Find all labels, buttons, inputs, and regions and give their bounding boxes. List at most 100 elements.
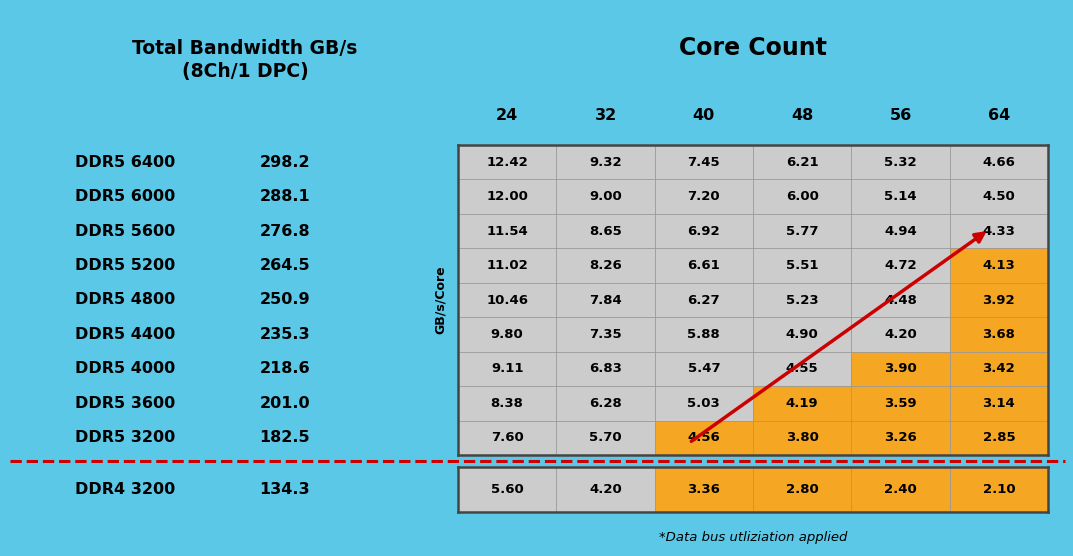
Text: 4.90: 4.90 — [785, 328, 819, 341]
Text: 4.33: 4.33 — [983, 225, 1015, 237]
Bar — [950, 420, 1048, 455]
Text: 9.32: 9.32 — [589, 156, 622, 168]
Text: 5.14: 5.14 — [884, 190, 916, 203]
Text: 8.65: 8.65 — [589, 225, 622, 237]
Text: 9.11: 9.11 — [491, 363, 524, 375]
Text: 4.19: 4.19 — [785, 397, 819, 410]
Text: 12.42: 12.42 — [486, 156, 528, 168]
Text: 3.80: 3.80 — [785, 431, 819, 444]
Text: 3.59: 3.59 — [884, 397, 916, 410]
Bar — [950, 467, 1048, 512]
Text: 3.26: 3.26 — [884, 431, 916, 444]
Text: DDR5 4400: DDR5 4400 — [75, 327, 175, 342]
Text: 3.14: 3.14 — [983, 397, 1015, 410]
Text: 7.60: 7.60 — [490, 431, 524, 444]
Text: DDR5 4000: DDR5 4000 — [75, 361, 175, 376]
Bar — [753, 386, 851, 420]
Text: 4.56: 4.56 — [688, 431, 720, 444]
Text: 4.20: 4.20 — [884, 328, 916, 341]
Bar — [655, 467, 753, 512]
Text: 6.00: 6.00 — [785, 190, 819, 203]
Text: 6.21: 6.21 — [785, 156, 819, 168]
Bar — [851, 351, 950, 386]
Text: 134.3: 134.3 — [260, 482, 310, 497]
Text: 3.90: 3.90 — [884, 363, 916, 375]
Text: 8.38: 8.38 — [490, 397, 524, 410]
Text: 235.3: 235.3 — [260, 327, 310, 342]
Text: 32: 32 — [594, 107, 617, 122]
Text: 182.5: 182.5 — [260, 430, 310, 445]
Text: 5.47: 5.47 — [688, 363, 720, 375]
Text: DDR5 3600: DDR5 3600 — [75, 396, 175, 411]
Text: 6.28: 6.28 — [589, 397, 622, 410]
Text: DDR5 6400: DDR5 6400 — [75, 155, 175, 170]
Text: 218.6: 218.6 — [260, 361, 310, 376]
Text: Core Count: Core Count — [679, 36, 827, 60]
Text: 250.9: 250.9 — [260, 292, 310, 307]
Bar — [655, 420, 753, 455]
Text: 3.92: 3.92 — [983, 294, 1015, 306]
Text: 4.48: 4.48 — [884, 294, 917, 306]
Text: 6.61: 6.61 — [688, 259, 720, 272]
Text: *Data bus utliziation applied: *Data bus utliziation applied — [659, 532, 848, 544]
Text: 5.03: 5.03 — [688, 397, 720, 410]
Text: 298.2: 298.2 — [260, 155, 310, 170]
Text: 5.60: 5.60 — [490, 483, 524, 496]
Text: 5.88: 5.88 — [688, 328, 720, 341]
Bar — [950, 386, 1048, 420]
Text: 7.35: 7.35 — [589, 328, 622, 341]
Text: 6.83: 6.83 — [589, 363, 622, 375]
Text: DDR5 5200: DDR5 5200 — [75, 258, 175, 273]
Text: 2.85: 2.85 — [983, 431, 1015, 444]
Bar — [851, 467, 950, 512]
Text: DDR4 3200: DDR4 3200 — [75, 482, 175, 497]
Text: 64: 64 — [988, 107, 1010, 122]
Text: 48: 48 — [791, 107, 813, 122]
Text: 8.26: 8.26 — [589, 259, 622, 272]
Text: DDR5 6000: DDR5 6000 — [75, 189, 175, 204]
Text: 3.36: 3.36 — [688, 483, 720, 496]
Text: DDR5 4800: DDR5 4800 — [75, 292, 175, 307]
Bar — [753, 467, 851, 512]
Text: 4.72: 4.72 — [884, 259, 916, 272]
Text: 4.55: 4.55 — [785, 363, 819, 375]
Text: 9.80: 9.80 — [490, 328, 524, 341]
Bar — [753, 420, 851, 455]
Text: 288.1: 288.1 — [260, 189, 310, 204]
Text: 3.68: 3.68 — [983, 328, 1015, 341]
Text: 2.40: 2.40 — [884, 483, 916, 496]
Bar — [950, 317, 1048, 351]
Text: 56: 56 — [890, 107, 912, 122]
Text: 12.00: 12.00 — [486, 190, 528, 203]
Text: GB/s/Core: GB/s/Core — [433, 266, 446, 334]
Text: 7.20: 7.20 — [688, 190, 720, 203]
Text: 201.0: 201.0 — [260, 396, 310, 411]
Text: 5.51: 5.51 — [785, 259, 819, 272]
Text: 9.00: 9.00 — [589, 190, 622, 203]
Text: 24: 24 — [496, 107, 518, 122]
Text: 5.32: 5.32 — [884, 156, 916, 168]
Text: 276.8: 276.8 — [260, 224, 310, 239]
Text: 10.46: 10.46 — [486, 294, 528, 306]
Text: 5.23: 5.23 — [785, 294, 819, 306]
Text: 11.02: 11.02 — [486, 259, 528, 272]
Bar — [851, 420, 950, 455]
Bar — [851, 386, 950, 420]
Text: 4.50: 4.50 — [983, 190, 1015, 203]
Text: 40: 40 — [693, 107, 715, 122]
Text: 6.92: 6.92 — [688, 225, 720, 237]
Text: 7.45: 7.45 — [688, 156, 720, 168]
Text: Total Bandwidth GB/s
(8Ch/1 DPC): Total Bandwidth GB/s (8Ch/1 DPC) — [132, 39, 357, 81]
Text: 3.42: 3.42 — [983, 363, 1015, 375]
Text: 4.20: 4.20 — [589, 483, 622, 496]
Text: 2.80: 2.80 — [785, 483, 819, 496]
Text: DDR5 3200: DDR5 3200 — [75, 430, 175, 445]
Bar — [950, 249, 1048, 283]
Text: 5.77: 5.77 — [785, 225, 819, 237]
Text: 4.94: 4.94 — [884, 225, 916, 237]
Text: 264.5: 264.5 — [260, 258, 310, 273]
Text: 4.66: 4.66 — [983, 156, 1015, 168]
Text: 11.54: 11.54 — [486, 225, 528, 237]
Text: 5.70: 5.70 — [589, 431, 622, 444]
Bar — [950, 283, 1048, 317]
